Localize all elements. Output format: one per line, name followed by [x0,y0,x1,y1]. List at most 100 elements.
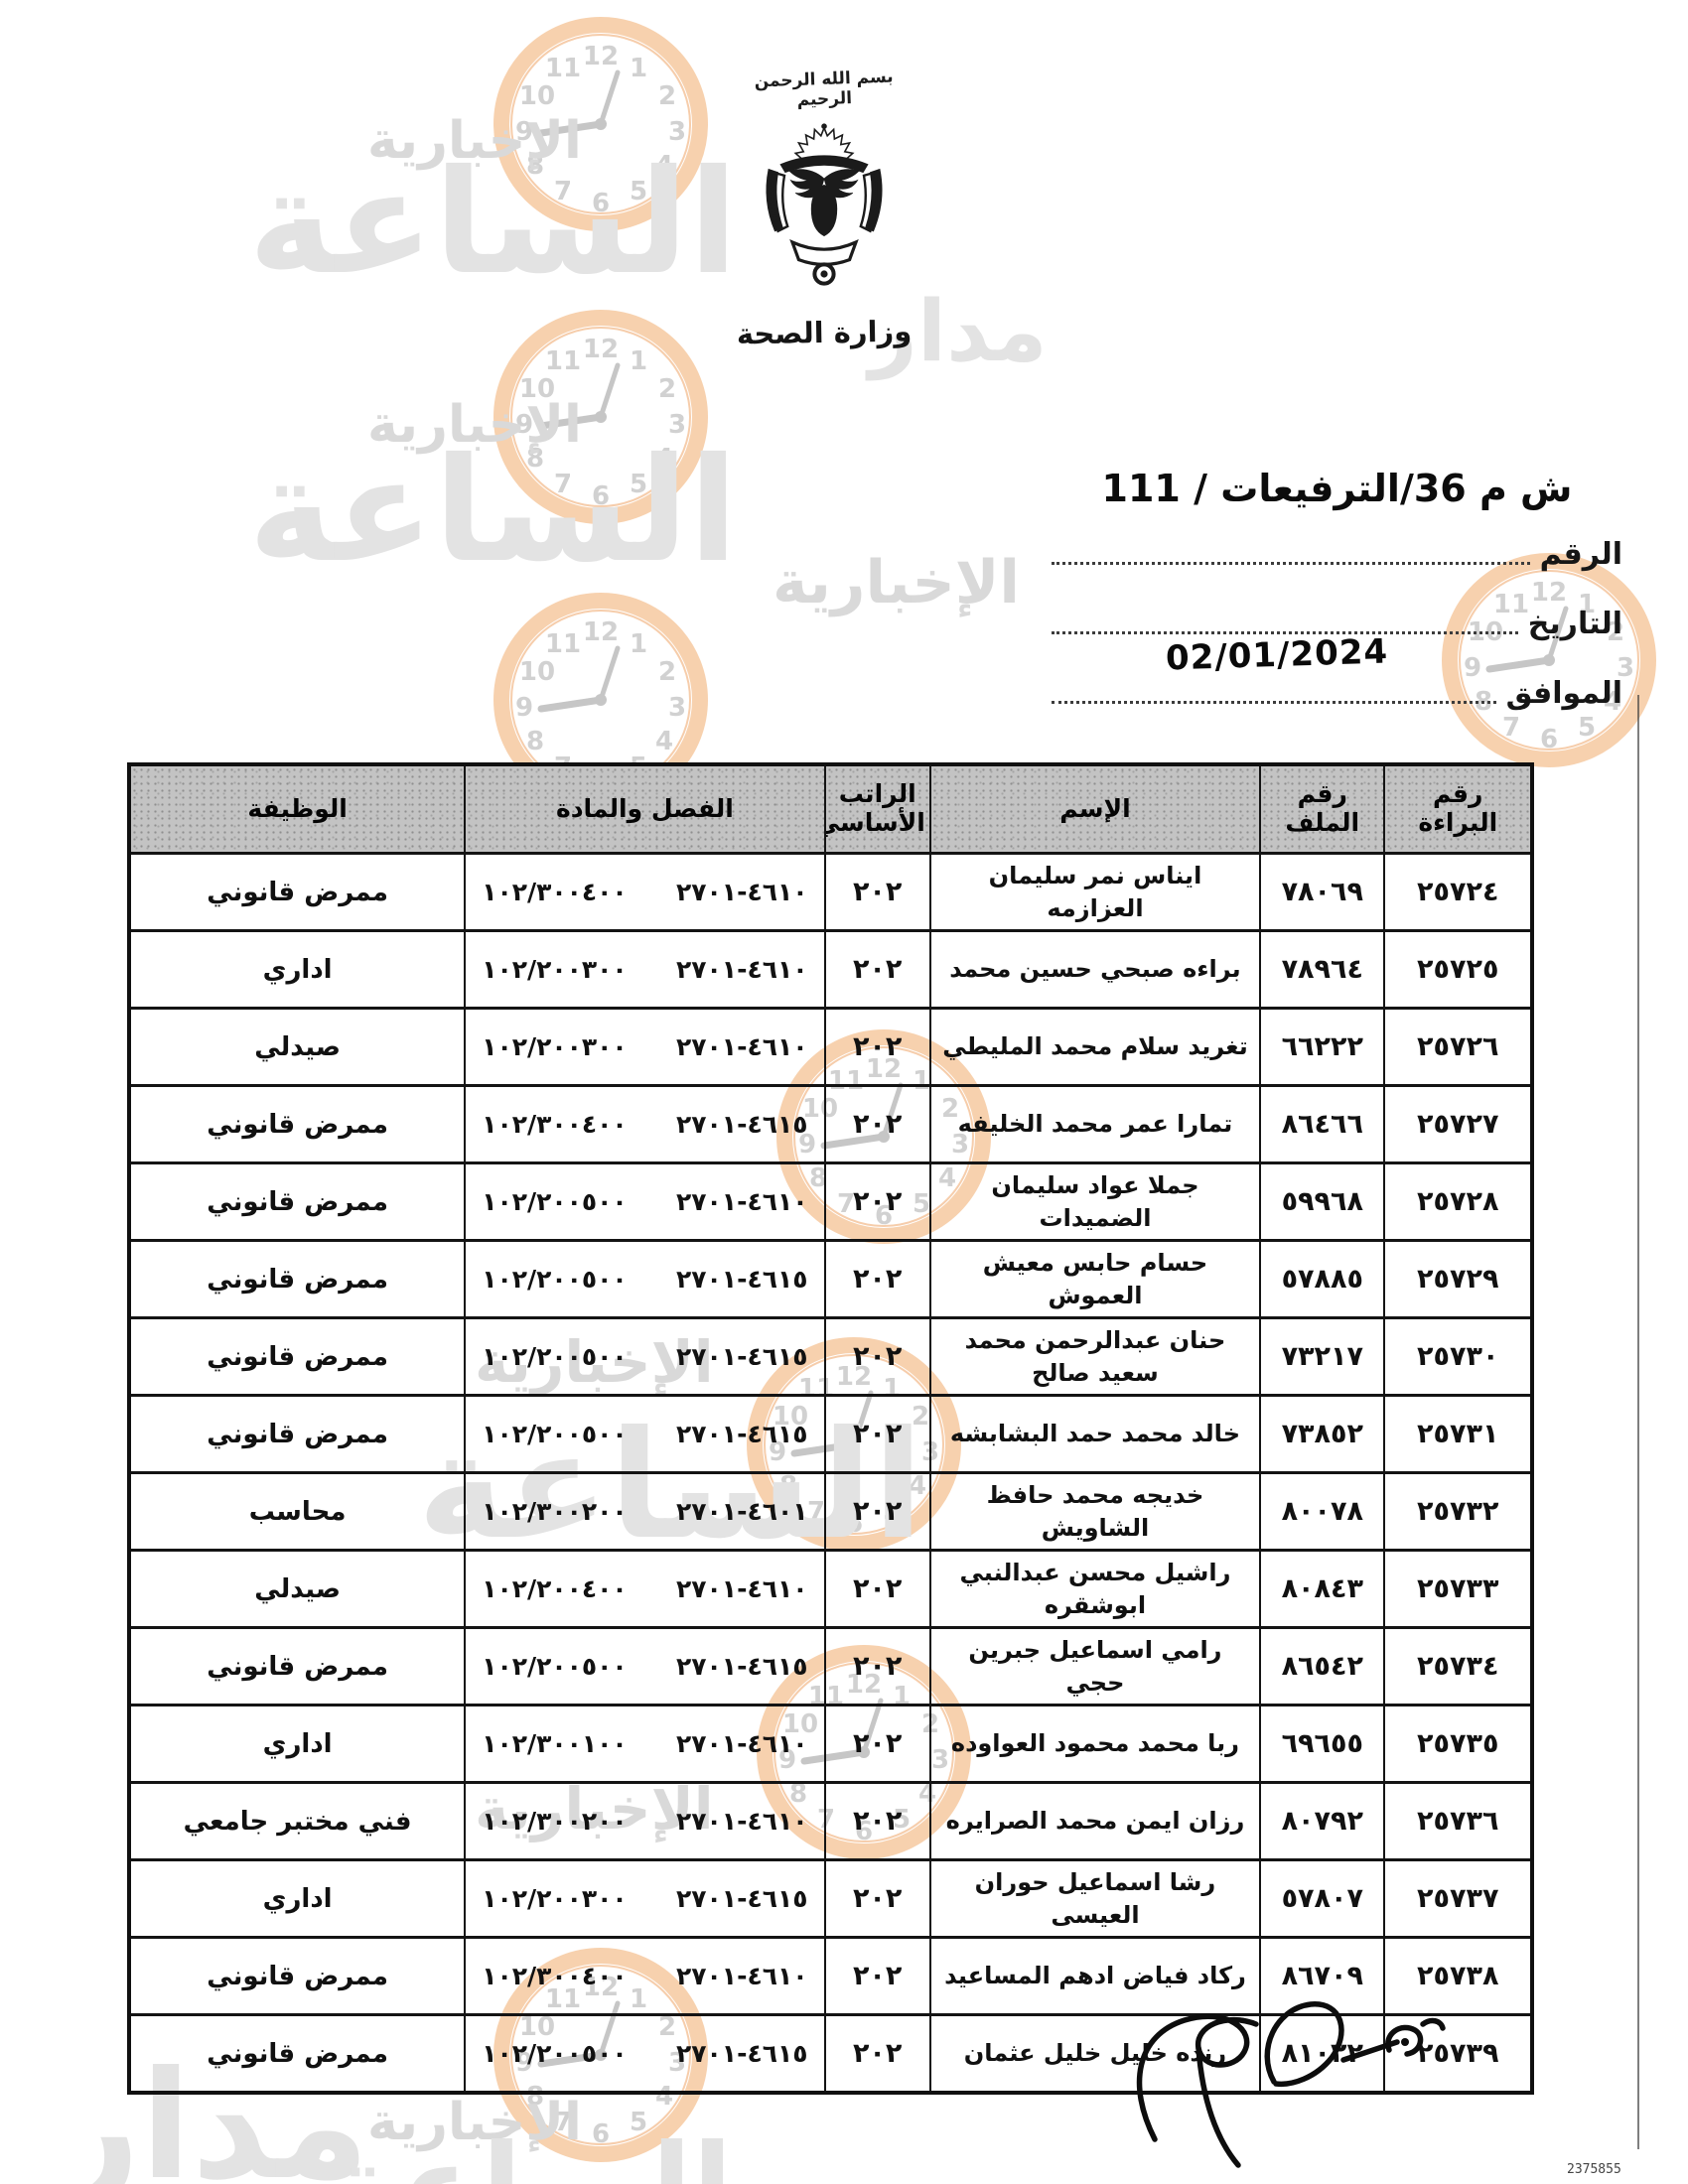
article-code: ١٠٢/٣٠٠٤٠٠ [482,1110,628,1139]
job-title-cell: ممرض قانوني [127,1626,467,1706]
decree-number-cell: ٢٥٧٢٨ [1383,1161,1533,1242]
file-number-cell: ٦٩٦٥٥ [1259,1704,1386,1784]
chapter-code: ٤٦١٠-٢٧٠١ [676,1729,808,1758]
scan-edge-line [1637,695,1639,2149]
table-row: ٢٥٧٣٩ ٨١٠٢٢ رنده خليل خليل عثمان ٢٠٢ ١٠٢/٢٠٠… [127,2013,1533,2095]
chapter-article-cell: ١٠٢/٢٠٠٣٠٠ ٤٦١٥-٢٧٠١ [464,1858,826,1939]
article-code: ١٠٢/٢٠٠٤٠٠ [482,1574,628,1603]
file-number-cell: ٥٧٨٠٧ [1259,1858,1386,1939]
article-code: ١٠٢/٢٠٠٥٠٠ [482,1420,628,1448]
salary-cell: ٢٠٢ [823,1239,931,1319]
agreed-label: الموافق [1505,676,1622,711]
chapter-code: ٤٦١٥-٢٧٠١ [676,1342,808,1371]
salary-cell: ٢٠٢ [823,1704,931,1784]
chapter-article-cell: ١٠٢/٢٠٠٥٠٠ ٤٦١٠-٢٧٠١ [464,1161,826,1242]
watermark-brand-word: الساعة [248,139,739,307]
job-title-cell: ممرض قانوني [127,2013,467,2095]
date-stamp: 02/01/2024 [1165,631,1389,679]
header-decree-number: رقم البراءة [1383,763,1533,855]
name-cell: خديجه محمد حافظ الشاويش [928,1471,1262,1552]
article-code: ١٠٢/٣٠٠١٠٠ [482,1729,628,1758]
file-number-cell: ٧٨٠٦٩ [1259,852,1386,932]
dotted-line [1052,630,1518,634]
job-title-cell: اداري [127,1858,467,1939]
file-number-cell: ٨٦٤٦٦ [1259,1084,1386,1164]
salary-cell: ٢٠٢ [823,1007,931,1087]
table-row: ٢٥٧٣٠ ٧٣٢١٧ حنان عبدالرحمن محمد سعيد صالح ٢… [127,1316,1533,1397]
chapter-article-cell: ١٠٢/٢٠٠٥٠٠ ٤٦١٥-٢٧٠١ [464,2013,826,2095]
name-cell: تغريد سلام محمد المليطي [928,1007,1262,1087]
name-cell: ركاد فياض ادهم المساعيد [928,1936,1262,2016]
table-row: ٢٥٧٢٨ ٥٩٩٦٨ جملا عواد سليمان الضميدات ٢٠٢ ١٠… [127,1161,1533,1242]
chapter-code: ٤٦١٠-٢٧٠١ [676,1187,808,1216]
file-number-cell: ٨٦٥٤٢ [1259,1626,1386,1706]
header-name: الإسم [928,763,1262,855]
reference-block: ش م 36/الترفيعات / 111 الرقم التاريخ الم… [1052,467,1622,743]
agreed-field-row: الموافق [1052,673,1622,711]
file-number-cell: ٥٩٩٦٨ [1259,1161,1386,1242]
job-title-cell: محاسب [127,1471,467,1552]
salary-cell: ٢٠٢ [823,1471,931,1552]
chapter-article-cell: ١٠٢/٣٠٠١٠٠ ٤٦١٠-٢٧٠١ [464,1704,826,1784]
job-title-cell: اداري [127,1704,467,1784]
document-header: بسم الله الرحمن الرحيم وزارة الصحة [730,67,918,351]
decree-number-cell: ٢٥٧٣٦ [1383,1781,1533,1861]
decree-number-cell: ٢٥٧٢٦ [1383,1007,1533,1087]
name-cell: حنان عبدالرحمن محمد سعيد صالح [928,1316,1262,1397]
article-code: ١٠٢/٢٠٠٥٠٠ [482,1342,628,1371]
decree-number-cell: ٢٥٧٢٤ [1383,852,1533,932]
ministry-title: وزارة الصحة [736,314,913,351]
table-row: ٢٥٧٣٧ ٥٧٨٠٧ رشا اسماعيل حوران العيسى ٢٠٢ ١٠٢… [127,1858,1533,1939]
chapter-article-cell: ١٠٢/٢٠٠٥٠٠ ٤٦١٥-٢٧٠١ [464,1316,826,1397]
watermark-brand-sub: الإخبارية [367,2093,582,2152]
job-title-cell: ممرض قانوني [127,1161,467,1242]
chapter-article-cell: ١٠٢/٣٠٠٤٠٠ ٤٦١٠-٢٧٠١ [464,852,826,932]
decree-number-cell: ٢٥٧٢٩ [1383,1239,1533,1319]
date-label: التاريخ [1527,607,1622,641]
clock-watermark-icon [501,318,700,516]
job-title-cell: ممرض قانوني [127,1394,467,1474]
promotions-table-body: ٢٥٧٢٤ ٧٨٠٦٩ ايناس نمر سليمان العزازمه ٢٠٢ ١٠… [127,852,1533,2095]
watermark-brand-word: الساعة [328,2119,733,2184]
salary-cell: ٢٠٢ [823,1549,931,1629]
promotions-table-container: رقم البراءة رقم الملف الإسم الراتب الأسا… [127,762,1534,2095]
article-code: ١٠٢/٢٠٠٣٠٠ [482,955,628,984]
name-cell: رامي اسماعيل جبرين حجي [928,1626,1262,1706]
file-number-cell: ٧٨٩٦٤ [1259,929,1386,1010]
decree-number-cell: ٢٥٧٣٨ [1383,1936,1533,2016]
chapter-article-cell: ١٠٢/٣٠٠٤٠٠ ٤٦١٠-٢٧٠١ [464,1936,826,2016]
article-code: ١٠٢/٢٠٠٥٠٠ [482,1265,628,1294]
file-number-cell: ٨٠٧٩٢ [1259,1781,1386,1861]
article-code: ١٠٢/٣٠٠٤٠٠ [482,1962,628,1990]
number-label: الرقم [1539,537,1622,572]
chapter-code: ٤٦١٠-٢٧٠١ [676,1574,808,1603]
table-row: ٢٥٧٣٦ ٨٠٧٩٢ رزان ايمن محمد الصرايره ٢٠٢ ١٠٢/… [127,1781,1533,1861]
job-title-cell: اداري [127,929,467,1010]
file-number-cell: ٦٦٢٢٢ [1259,1007,1386,1087]
name-cell: خالد محمد حمد البشابشه [928,1394,1262,1474]
decree-number-cell: ٢٥٧٣٤ [1383,1626,1533,1706]
watermark-brand-sub: الإخبارية [773,548,1020,617]
file-number-cell: ٥٧٨٨٥ [1259,1239,1386,1319]
file-number-cell: ٨٠٠٧٨ [1259,1471,1386,1552]
table-row: ٢٥٧٢٥ ٧٨٩٦٤ براءه صبحي حسين محمد ٢٠٢ ١٠٢/٢٠٠… [127,929,1533,1010]
chapter-article-cell: ١٠٢/٢٠٠٥٠٠ ٤٦١٥-٢٧٠١ [464,1626,826,1706]
decree-number-cell: ٢٥٧٢٧ [1383,1084,1533,1164]
salary-cell: ٢٠٢ [823,1858,931,1939]
salary-cell: ٢٠٢ [823,1394,931,1474]
watermark-brand-word: الساعة [248,427,739,595]
job-title-cell: ممرض قانوني [127,1084,467,1164]
job-title-cell: صيدلي [127,1549,467,1629]
chapter-code: ٤٦١٠-٢٧٠١ [676,1962,808,1990]
name-cell: ايناس نمر سليمان العزازمه [928,852,1262,932]
bismillah-text: بسم الله الرحمن الرحيم [754,67,894,110]
salary-cell: ٢٠٢ [823,1626,931,1706]
chapter-article-cell: ١٠٢/٢٠٠٥٠٠ ٤٦١٥-٢٧٠١ [464,1394,826,1474]
chapter-code: ٤٦١٥-٢٧٠١ [676,2039,808,2068]
table-row: ٢٥٧٢٤ ٧٨٠٦٩ ايناس نمر سليمان العزازمه ٢٠٢ ١٠… [127,852,1533,932]
article-code: ١٠٢/٢٠٠٥٠٠ [482,1187,628,1216]
clock-watermark-icon [501,25,700,223]
job-title-cell: ممرض قانوني [127,1936,467,2016]
name-cell: رزان ايمن محمد الصرايره [928,1781,1262,1861]
